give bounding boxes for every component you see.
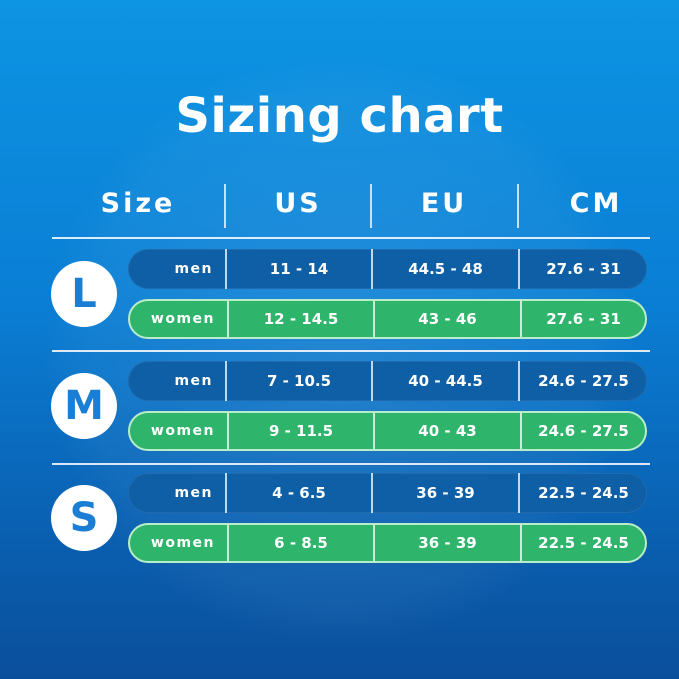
size-badge-m: M [51, 373, 117, 439]
divider-line [52, 463, 650, 465]
size-row-men: men 4 - 6.5 36 - 39 22.5 - 24.5 [128, 473, 647, 513]
cell-eu: 36 - 39 [371, 473, 518, 513]
cell-eu: 40 - 44.5 [371, 361, 518, 401]
header-size: Size [100, 188, 176, 219]
cell-cm: 27.6 - 31 [518, 249, 647, 289]
size-row-women: women 9 - 11.5 40 - 43 24.6 - 27.5 [128, 411, 647, 451]
cell-label: women [150, 535, 215, 551]
cell-label: men [174, 373, 213, 389]
cell-eu: 36 - 39 [373, 525, 520, 561]
cell-us: 11 - 14 [225, 249, 371, 289]
header-eu: EU [420, 188, 468, 219]
cell-us: 12 - 14.5 [227, 301, 373, 337]
size-row-women: women 6 - 8.5 36 - 39 22.5 - 24.5 [128, 523, 647, 563]
cell-cm: 22.5 - 24.5 [518, 473, 647, 513]
header-divider [370, 184, 372, 228]
divider-line [52, 350, 650, 352]
cell-cm: 24.6 - 27.5 [518, 361, 647, 401]
cell-cm: 24.6 - 27.5 [520, 413, 645, 449]
size-row-men: men 11 - 14 44.5 - 48 27.6 - 31 [128, 249, 647, 289]
cell-label: men [174, 485, 213, 501]
cell-label: women [150, 311, 215, 327]
cell-us: 7 - 10.5 [225, 361, 371, 401]
size-badge-l: L [51, 261, 117, 327]
cell-label: women [150, 423, 215, 439]
header-divider [517, 184, 519, 228]
cell-us: 6 - 8.5 [227, 525, 373, 561]
cell-us: 9 - 11.5 [227, 413, 373, 449]
cell-us: 4 - 6.5 [225, 473, 371, 513]
page-title: Sizing chart [175, 88, 504, 144]
size-row-men: men 7 - 10.5 40 - 44.5 24.6 - 27.5 [128, 361, 647, 401]
size-row-women: women 12 - 14.5 43 - 46 27.6 - 31 [128, 299, 647, 339]
cell-eu: 40 - 43 [373, 413, 520, 449]
cell-eu: 43 - 46 [373, 301, 520, 337]
divider-line [52, 237, 650, 239]
size-badge-s: S [51, 485, 117, 551]
cell-cm: 27.6 - 31 [520, 301, 645, 337]
header-us: US [274, 188, 322, 219]
cell-label: men [174, 261, 213, 277]
cell-cm: 22.5 - 24.5 [520, 525, 645, 561]
header-cm: CM [569, 188, 623, 219]
header-divider [224, 184, 226, 228]
cell-eu: 44.5 - 48 [371, 249, 518, 289]
